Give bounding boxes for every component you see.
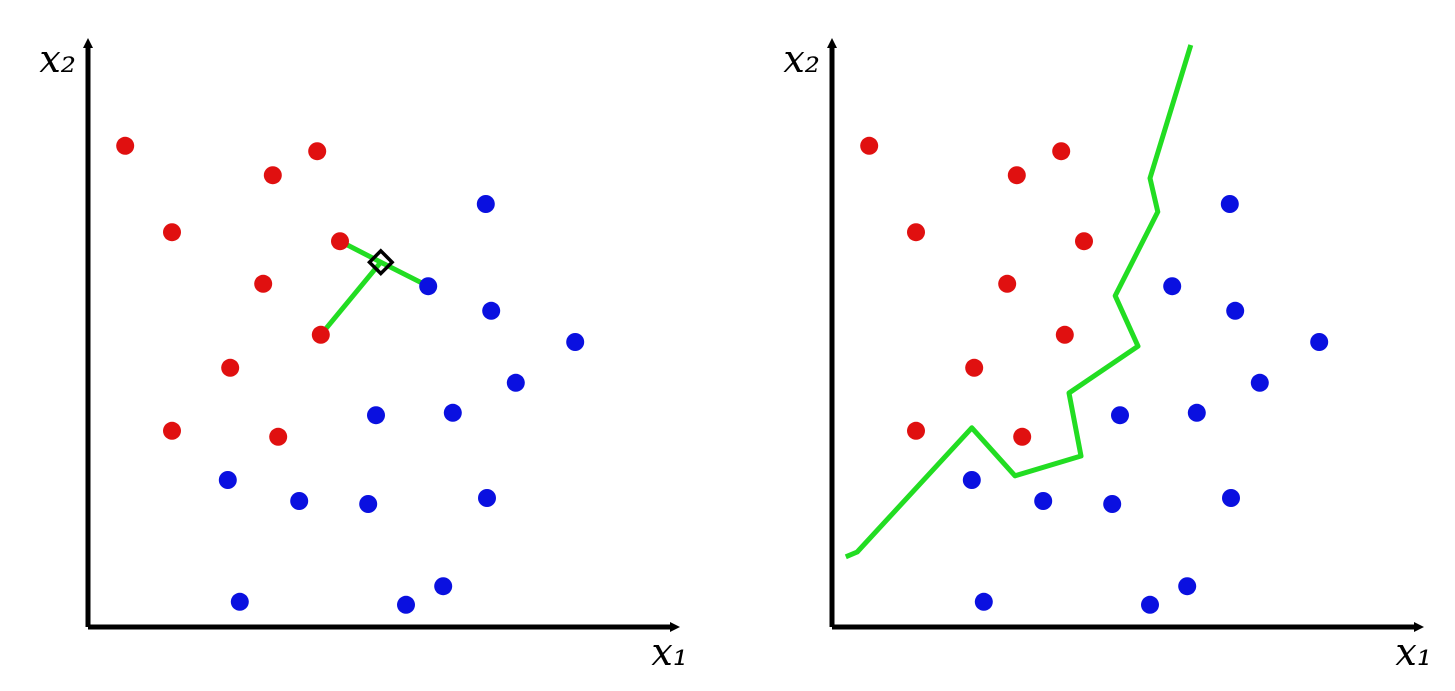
- data-point: [218, 471, 237, 489]
- data-point: [1013, 427, 1032, 446]
- x-axis-label: x₁: [1395, 630, 1432, 674]
- data-point: [907, 421, 925, 440]
- data-point: [163, 421, 181, 440]
- data-point: [907, 223, 925, 242]
- data-point: [1250, 373, 1269, 392]
- x-axis-label: x₁: [651, 630, 688, 674]
- data-point: [1163, 277, 1182, 296]
- data-point: [230, 592, 249, 611]
- data-point: [476, 195, 495, 213]
- data-point: [1055, 325, 1074, 344]
- data-point: [478, 489, 496, 507]
- data-point: [998, 274, 1017, 293]
- data-point: [434, 577, 453, 596]
- data-point: [221, 358, 240, 377]
- query-point: [367, 248, 395, 276]
- data-point: [311, 325, 330, 344]
- data-point: [1226, 301, 1245, 320]
- data-point: [860, 136, 879, 155]
- data-point: [331, 232, 349, 251]
- data-point: [367, 406, 385, 425]
- data-point: [1220, 195, 1239, 213]
- data-point: [116, 136, 135, 155]
- data-point: [1178, 577, 1197, 596]
- data-point: [962, 471, 981, 489]
- data-point: [1052, 142, 1071, 161]
- data-point: [397, 595, 415, 614]
- data-point: [163, 223, 181, 242]
- data-point: [1187, 403, 1206, 422]
- data-point: [1075, 232, 1093, 251]
- data-point: [1141, 595, 1159, 614]
- data-point: [566, 333, 585, 351]
- data-point: [254, 274, 273, 293]
- data-point: [419, 277, 438, 296]
- data-point: [359, 495, 378, 513]
- data-point: [263, 166, 282, 185]
- data-point: [1034, 492, 1053, 510]
- y-axis-label: x₂: [39, 37, 76, 81]
- data-point: [482, 301, 501, 320]
- data-point: [443, 403, 462, 422]
- boundary-line: [338, 238, 430, 289]
- data-point: [974, 592, 993, 611]
- y-axis-label: x₂: [783, 37, 820, 81]
- data-point: [1007, 166, 1026, 185]
- data-point: [1103, 495, 1122, 513]
- data-point: [506, 373, 525, 392]
- data-point: [965, 358, 984, 377]
- data-point: [1111, 406, 1129, 425]
- boundary-line: [844, 44, 1194, 560]
- boundary-line: [318, 260, 383, 337]
- data-point: [1310, 333, 1329, 351]
- data-point: [308, 142, 327, 161]
- data-point: [269, 427, 288, 446]
- data-point: [290, 492, 309, 510]
- data-point: [1222, 489, 1240, 507]
